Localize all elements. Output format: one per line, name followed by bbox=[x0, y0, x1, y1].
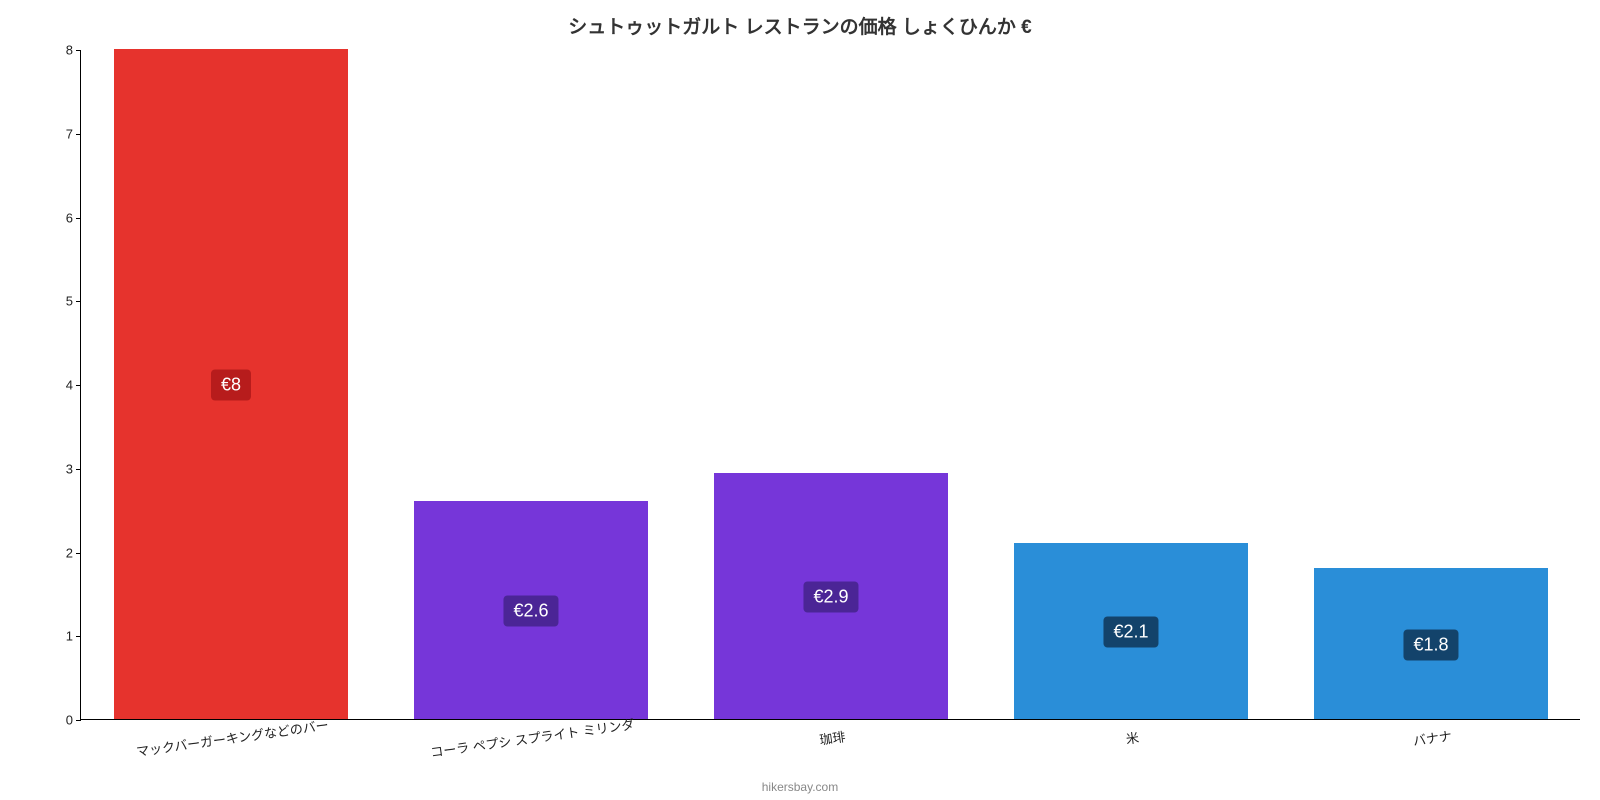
chart-title: シュトゥットガルト レストランの価格 しょくひんか € bbox=[0, 0, 1600, 39]
ytick-mark bbox=[76, 134, 81, 135]
ytick-mark bbox=[76, 50, 81, 51]
ytick-label: 1 bbox=[41, 629, 73, 644]
ytick-label: 5 bbox=[41, 294, 73, 309]
ytick-label: 8 bbox=[41, 43, 73, 58]
ytick-mark bbox=[76, 469, 81, 470]
ytick-mark bbox=[76, 636, 81, 637]
xlabel: バナナ bbox=[1412, 725, 1453, 749]
chart-area: 012345678€8マックバーガーキングなどのバー€2.6コーラ ペプシ スプ… bbox=[80, 50, 1580, 720]
ytick-label: 6 bbox=[41, 210, 73, 225]
ytick-mark bbox=[76, 301, 81, 302]
xlabel: マックバーガーキングなどのバー bbox=[135, 715, 330, 761]
xlabel: 米 bbox=[1125, 727, 1141, 748]
xlabel: コーラ ペプシ スプライト ミリンダ bbox=[429, 714, 635, 761]
bar-value-label: €8 bbox=[211, 370, 251, 401]
xlabel: 珈琲 bbox=[818, 726, 846, 748]
ytick-mark bbox=[76, 553, 81, 554]
ytick-label: 7 bbox=[41, 126, 73, 141]
bar-value-label: €2.9 bbox=[803, 581, 858, 612]
bar-value-label: €2.6 bbox=[503, 596, 558, 627]
plot-region: 012345678€8マックバーガーキングなどのバー€2.6コーラ ペプシ スプ… bbox=[80, 50, 1580, 720]
bar-value-label: €2.1 bbox=[1103, 617, 1158, 648]
ytick-label: 4 bbox=[41, 378, 73, 393]
ytick-label: 0 bbox=[41, 713, 73, 728]
ytick-mark bbox=[76, 385, 81, 386]
ytick-label: 3 bbox=[41, 461, 73, 476]
attribution-text: hikersbay.com bbox=[0, 780, 1600, 794]
bar-value-label: €1.8 bbox=[1403, 629, 1458, 660]
ytick-label: 2 bbox=[41, 545, 73, 560]
ytick-mark bbox=[76, 720, 81, 721]
ytick-mark bbox=[76, 218, 81, 219]
